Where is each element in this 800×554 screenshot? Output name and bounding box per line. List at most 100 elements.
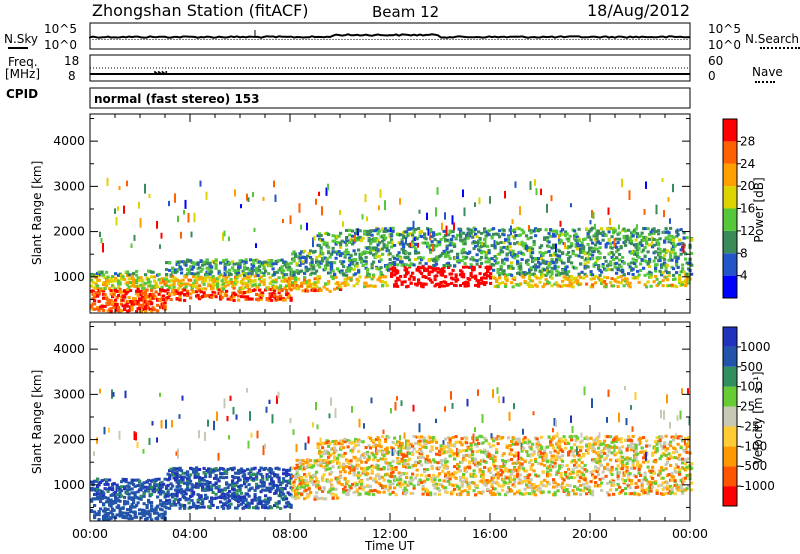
heatmap-cell: [679, 248, 683, 252]
heatmap-cell: [486, 269, 490, 273]
heatmap-cell: [378, 205, 380, 211]
heatmap-cell: [331, 276, 335, 280]
heatmap-cell: [400, 472, 404, 476]
heatmap-cell: [613, 228, 617, 232]
heatmap-cell: [661, 284, 665, 288]
heatmap-cell: [195, 466, 199, 470]
heatmap-cell: [171, 420, 173, 428]
heatmap-cell: [529, 268, 533, 272]
heatmap-cell: [535, 188, 538, 196]
heatmap-cell: [106, 275, 110, 279]
heatmap-cell: [186, 486, 190, 490]
heatmap-cell: [652, 259, 656, 263]
heatmap-cell: [283, 487, 287, 491]
heatmap-cell: [247, 440, 250, 449]
heatmap-cell: [130, 284, 134, 288]
heatmap-cell: [214, 266, 218, 270]
heatmap-cell: [303, 278, 307, 282]
heatmap-cell: [180, 231, 182, 239]
heatmap-cell: [136, 501, 140, 505]
heatmap-cell: [361, 488, 365, 491]
heatmap-cell: [433, 267, 437, 271]
heatmap-cell: [150, 501, 154, 504]
heatmap-cell: [529, 255, 533, 259]
heatmap-cell: [267, 272, 271, 276]
heatmap-cell: [129, 510, 133, 514]
heatmap-cell: [183, 490, 187, 494]
heatmap-cell: [258, 469, 262, 473]
heatmap-cell: [376, 467, 380, 471]
heatmap-cell: [246, 295, 250, 299]
heatmap-cell: [625, 277, 629, 281]
heatmap-cell: [349, 459, 353, 463]
heatmap-cell: [397, 278, 401, 282]
heatmap-cell: [475, 235, 479, 239]
heatmap-cell: [157, 485, 161, 489]
heatmap-cell: [330, 252, 334, 256]
heatmap-cell: [429, 233, 431, 241]
heatmap-cell: [283, 298, 287, 302]
heatmap-cell: [139, 497, 143, 501]
heatmap-cell: [298, 479, 302, 483]
heatmap-cell: [510, 261, 514, 265]
heatmap-cell: [372, 440, 376, 444]
heatmap-cell: [175, 491, 179, 495]
heatmap-cell: [364, 255, 368, 259]
heatmap-cell: [445, 244, 449, 248]
heatmap-cell: [177, 262, 181, 266]
heatmap-cell: [126, 304, 130, 308]
heatmap-cell: [405, 489, 409, 493]
heatmap-cell: [417, 242, 419, 248]
heatmap-cell: [340, 281, 344, 285]
heatmap-cell: [367, 455, 371, 459]
heatmap-cell: [276, 505, 280, 509]
heatmap-cell: [390, 475, 394, 479]
heatmap-cell: [183, 504, 187, 507]
heatmap-cell: [234, 475, 238, 479]
heatmap-cell: [373, 477, 377, 481]
heatmap-cell: [558, 249, 562, 253]
heatmap-cell: [102, 514, 106, 518]
heatmap-cell: [234, 483, 238, 487]
heatmap-cell: [658, 252, 662, 256]
heatmap-cell: [501, 250, 505, 254]
heatmap-cell: [391, 470, 395, 474]
heatmap-cell: [583, 272, 587, 276]
heatmap-cell: [178, 497, 182, 501]
heatmap-cell: [303, 275, 307, 279]
heatmap-cell: [387, 229, 391, 233]
heatmap-cell: [156, 221, 158, 229]
heatmap-cell: [270, 259, 274, 263]
heatmap-cell: [300, 269, 304, 273]
heatmap-cell: [159, 488, 163, 492]
heatmap-cell: [381, 450, 385, 454]
heatmap-cell: [540, 188, 542, 196]
heatmap-cell: [168, 506, 172, 510]
heatmap-cell: [372, 453, 376, 457]
heatmap-cell: [208, 268, 212, 272]
heatmap-cell: [235, 489, 239, 493]
heatmap-cell: [105, 487, 109, 491]
heatmap-cell: [163, 304, 167, 308]
heatmap-cell: [118, 430, 121, 440]
heatmap-cell: [657, 243, 661, 247]
heatmap-cell: [318, 232, 322, 236]
heatmap-cell: [373, 455, 377, 459]
heatmap-cell: [634, 227, 638, 231]
heatmap-cell: [133, 300, 137, 304]
heatmap-cell: [618, 224, 620, 230]
heatmap-cell: [225, 289, 229, 293]
heatmap-cell: [138, 479, 142, 483]
heatmap-cell: [400, 260, 404, 264]
heatmap-cell: [501, 281, 505, 285]
heatmap-cell: [339, 285, 343, 289]
heatmap-cell: [441, 273, 445, 277]
heatmap-cell: [327, 282, 331, 285]
heatmap-cell: [147, 498, 151, 502]
heatmap-cell: [534, 268, 538, 272]
heatmap-cell: [156, 303, 160, 307]
heatmap-cell: [591, 210, 593, 218]
heatmap-cell: [636, 224, 638, 229]
heatmap-cell: [334, 439, 338, 443]
heatmap-cell: [448, 231, 452, 235]
